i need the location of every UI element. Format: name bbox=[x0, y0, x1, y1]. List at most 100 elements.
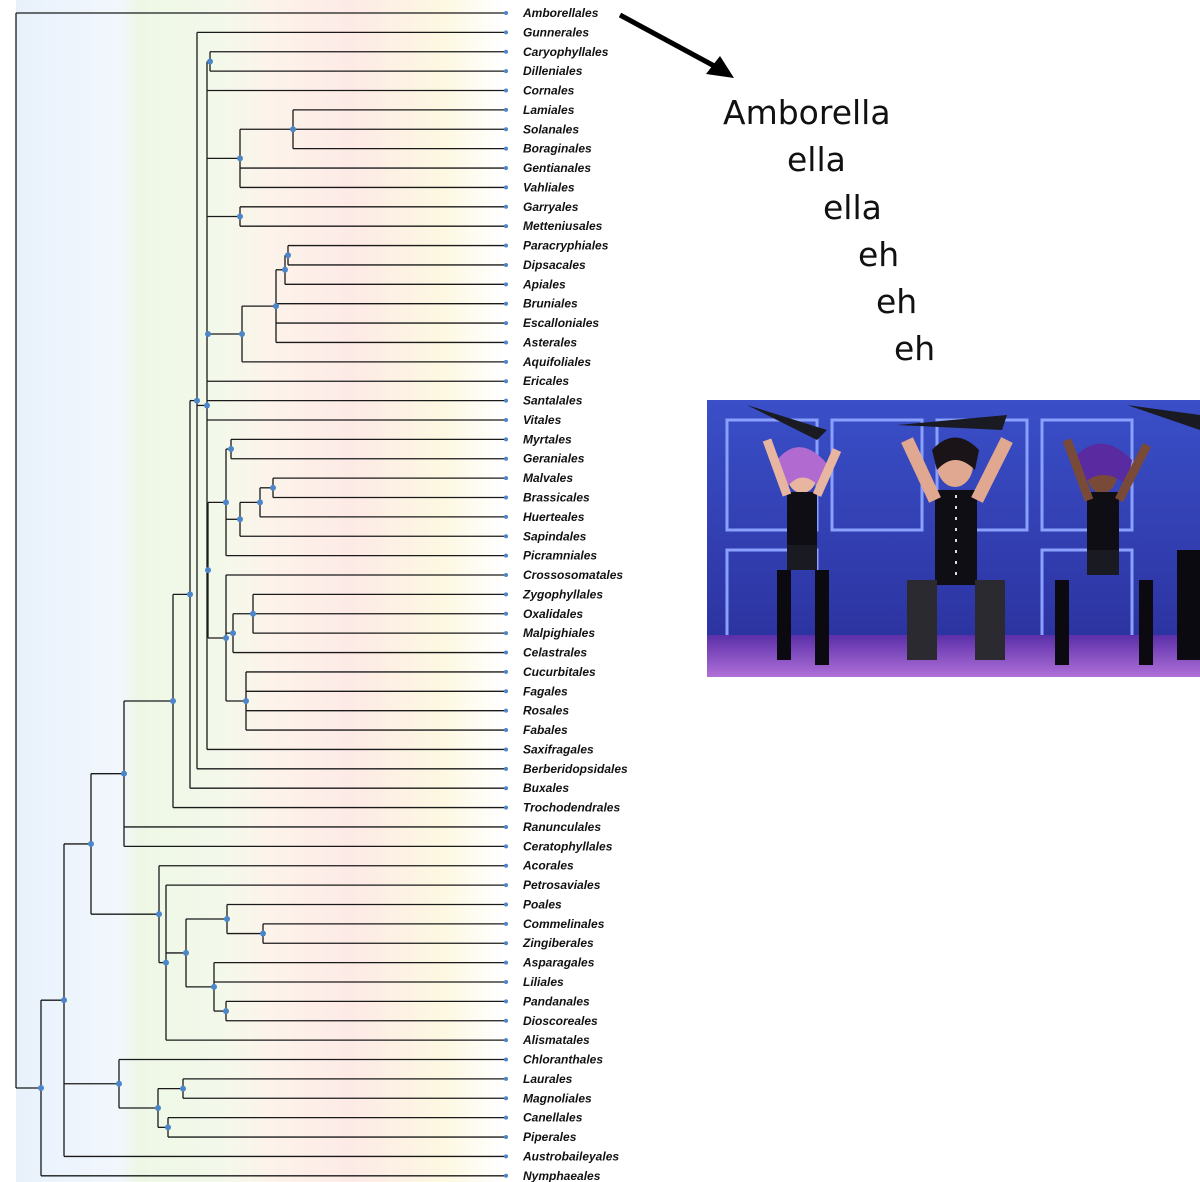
tip-node bbox=[504, 573, 508, 578]
tip-node bbox=[504, 243, 508, 248]
tip-node bbox=[504, 11, 508, 15]
time-band-background bbox=[16, 0, 626, 1182]
tip-node bbox=[504, 689, 508, 694]
tip-node bbox=[504, 1135, 508, 1140]
leaf-label-vahliales: Vahliales bbox=[523, 180, 575, 194]
tree-node bbox=[207, 58, 213, 65]
tip-node bbox=[504, 786, 508, 791]
caption-line-4: eh bbox=[858, 235, 900, 274]
leaf-label-berberidopsidales: Berberidopsidales bbox=[523, 762, 628, 776]
tip-node bbox=[504, 553, 508, 558]
photo-illustration bbox=[707, 400, 1200, 677]
tree-node bbox=[165, 1124, 171, 1131]
tip-node bbox=[504, 1115, 508, 1120]
tree-node bbox=[156, 911, 162, 918]
leaf-label-asparagales: Asparagales bbox=[522, 956, 595, 970]
tip-node bbox=[504, 49, 508, 54]
leaf-label-myrtales: Myrtales bbox=[523, 432, 572, 446]
tip-node bbox=[504, 146, 508, 151]
tip-node bbox=[504, 708, 508, 713]
tip-node bbox=[504, 69, 508, 74]
leaf-label-rosales: Rosales bbox=[523, 704, 569, 718]
tree-node bbox=[211, 983, 217, 990]
tip-node bbox=[504, 1076, 508, 1081]
leaf-label-canellales: Canellales bbox=[523, 1111, 583, 1125]
tip-node bbox=[504, 747, 508, 752]
tip-node bbox=[504, 88, 508, 93]
tip-node bbox=[504, 437, 508, 442]
tree-node bbox=[243, 697, 249, 704]
tree-node bbox=[270, 484, 276, 491]
arrow-icon bbox=[618, 12, 734, 78]
leaf-label-liliales: Liliales bbox=[523, 975, 564, 989]
tip-node bbox=[504, 592, 508, 597]
tree-node bbox=[180, 1085, 186, 1092]
leaf-label-escalloniales: Escalloniales bbox=[523, 316, 599, 330]
tip-node bbox=[504, 669, 508, 674]
tree-node bbox=[38, 1084, 44, 1091]
tip-node bbox=[504, 456, 508, 461]
tip-node bbox=[504, 999, 508, 1004]
leaf-label-saxifragales: Saxifragales bbox=[523, 742, 594, 756]
leaf-label-aquifoliales: Aquifoliales bbox=[522, 355, 591, 369]
leaf-label-magnoliales: Magnoliales bbox=[523, 1091, 592, 1105]
tip-node bbox=[504, 728, 508, 733]
tree-node bbox=[223, 499, 229, 506]
leaf-label-dioscoreales: Dioscoreales bbox=[523, 1014, 598, 1028]
leaf-label-trochodendrales: Trochodendrales bbox=[523, 801, 620, 815]
tip-node bbox=[504, 863, 508, 868]
leaf-label-metteniusales: Metteniusales bbox=[523, 219, 603, 233]
tree-svg: Amborellales Gunnerales Caryophyllales Dill… bbox=[15, 0, 628, 1182]
tree-node bbox=[223, 1008, 229, 1015]
tree-node bbox=[282, 266, 288, 273]
tree-node bbox=[187, 591, 193, 598]
leaf-label-garryales: Garryales bbox=[523, 200, 579, 214]
tip-node bbox=[504, 321, 508, 326]
leaf-label-ranunculales: Ranunculales bbox=[523, 820, 601, 834]
tip-node bbox=[504, 883, 508, 888]
caption-line-3: ella bbox=[823, 188, 882, 227]
leaf-label-laurales: Laurales bbox=[523, 1072, 573, 1086]
tree-node bbox=[250, 610, 256, 617]
tree-node bbox=[228, 446, 234, 453]
leaf-label-chloranthales: Chloranthales bbox=[523, 1053, 603, 1067]
leaf-label-asterales: Asterales bbox=[522, 335, 577, 349]
leaf-label-cornales: Cornales bbox=[523, 84, 575, 98]
tip-node bbox=[504, 980, 508, 984]
tree-node bbox=[88, 840, 94, 847]
tip-node bbox=[504, 204, 508, 209]
tip-node bbox=[504, 921, 508, 926]
tree-node bbox=[237, 213, 243, 220]
tree-node bbox=[290, 126, 296, 133]
tip-node bbox=[504, 301, 508, 306]
leaf-label-crossosomatales: Crossosomatales bbox=[523, 568, 623, 582]
phylogenetic-tree: Amborellales Gunnerales Caryophyllales Dill… bbox=[15, 0, 628, 1182]
tip-node bbox=[504, 766, 508, 771]
leaf-label-poales: Poales bbox=[523, 897, 562, 911]
leaf-label-amborellales: Amborellales bbox=[522, 6, 599, 20]
leaf-label-huerteales: Huerteales bbox=[523, 510, 585, 524]
caption-line-2: ella bbox=[787, 140, 846, 179]
caption-line-5: eh bbox=[876, 282, 918, 321]
leaf-label-ceratophyllales: Ceratophyllales bbox=[523, 839, 613, 853]
tip-node bbox=[504, 1057, 508, 1062]
leaf-label-commelinales: Commelinales bbox=[523, 917, 605, 931]
tip-node bbox=[504, 398, 508, 403]
leaf-label-geraniales: Geraniales bbox=[523, 452, 585, 466]
tip-node bbox=[504, 902, 508, 907]
tip-node bbox=[504, 417, 508, 422]
leaf-label-fabales: Fabales bbox=[523, 723, 568, 737]
tree-node bbox=[163, 959, 169, 966]
tree-node bbox=[121, 770, 127, 777]
tip-node bbox=[504, 166, 508, 171]
tip-node bbox=[504, 514, 508, 519]
tree-node bbox=[273, 303, 279, 310]
leaf-label-petrosaviales: Petrosaviales bbox=[523, 878, 601, 892]
leaf-label-fagales: Fagales bbox=[523, 684, 568, 698]
tree-node bbox=[194, 397, 200, 404]
tree-node bbox=[230, 630, 236, 637]
tree-node bbox=[257, 499, 263, 506]
leaf-label-zygophyllales: Zygophyllales bbox=[522, 587, 603, 601]
tip-node bbox=[504, 127, 508, 132]
tip-node bbox=[504, 1038, 508, 1043]
